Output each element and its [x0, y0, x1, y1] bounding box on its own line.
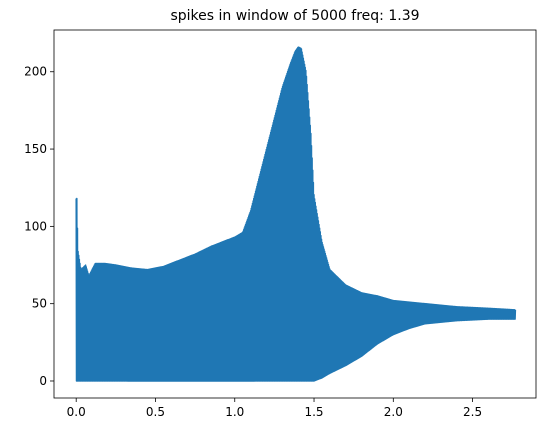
axes-frame — [53, 29, 537, 399]
x-tick-label: 1.5 — [304, 405, 323, 419]
series-line — [75, 46, 517, 382]
x-tick-label: 0.5 — [146, 405, 165, 419]
x-tick-label: 1.0 — [225, 405, 244, 419]
x-tick-label: 2.5 — [463, 405, 482, 419]
plot-area — [75, 46, 517, 382]
x-axis: 0.0 0.5 1.0 1.5 2.0 2.5 — [67, 398, 482, 419]
x-tick-label: 0.0 — [67, 405, 86, 419]
x-tick-label: 2.0 — [384, 405, 403, 419]
y-tick-label: 0 — [39, 374, 47, 388]
y-tick-label: 150 — [24, 142, 47, 156]
chart-title: spikes in window of 5000 freq: 1.39 — [170, 8, 419, 24]
y-axis: 0 50 100 150 200 — [24, 65, 54, 388]
y-tick-label: 200 — [24, 65, 47, 79]
y-tick-label: 50 — [32, 297, 47, 311]
y-tick-label: 100 — [24, 219, 47, 233]
